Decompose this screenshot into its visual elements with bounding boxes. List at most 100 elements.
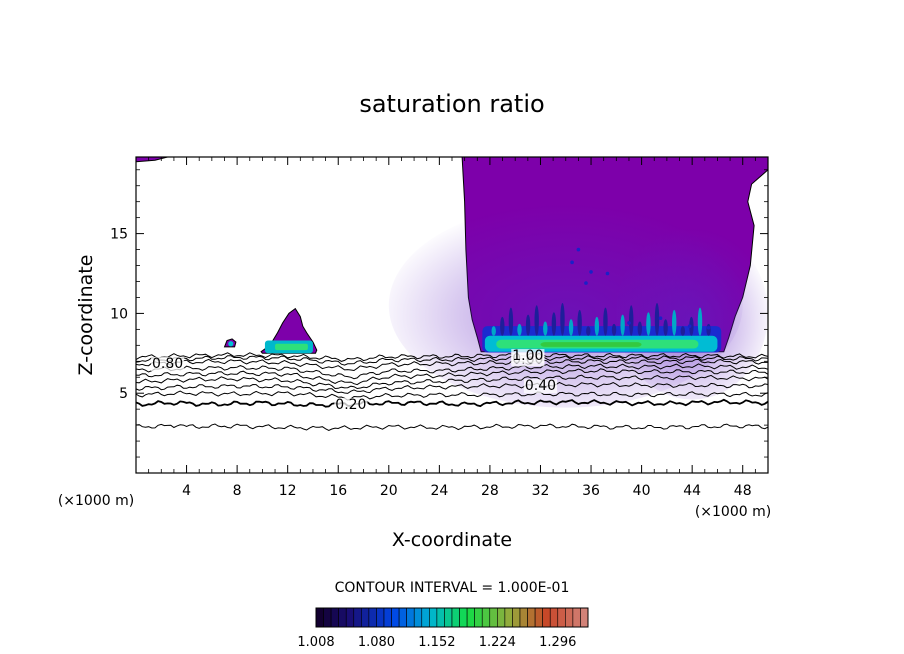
plot-area xyxy=(136,157,768,431)
cloud-spike xyxy=(534,305,539,336)
contour-line-0.6 xyxy=(136,368,768,386)
colorbar-band xyxy=(345,607,355,628)
y-axis-ticks: 5 10 15 xyxy=(110,169,768,458)
x-axis-label: X-coordinate xyxy=(392,529,512,551)
colorbar-band xyxy=(504,607,513,628)
cloud-spike xyxy=(586,326,591,336)
contour-line-0.7 xyxy=(136,363,768,380)
contour-label-bg xyxy=(334,397,368,412)
contour-line-0.4 xyxy=(136,381,768,394)
x-axis-ticks: 4 8 12 16 20 24 28 32 36 40 44 48 xyxy=(148,157,769,499)
colorbar-band xyxy=(466,607,475,628)
contour-label-0.2: 0.20 xyxy=(335,397,366,413)
contour-line-0.3 xyxy=(136,390,768,401)
x-tick-label: 12 xyxy=(279,483,297,499)
colorbar-band xyxy=(315,607,324,628)
colorbar-band xyxy=(429,607,438,628)
colorbar-band xyxy=(527,607,536,628)
tiny-cloud-core xyxy=(228,341,234,347)
colorbar-band xyxy=(361,607,370,628)
colorbar-band xyxy=(459,607,468,628)
colorbar-band xyxy=(580,607,589,628)
colorbar-band xyxy=(421,607,430,628)
x-tick-label: 40 xyxy=(633,483,651,499)
contour-line-1 xyxy=(136,352,768,362)
contour-label-0.4: 0.40 xyxy=(525,378,556,394)
colorbar-band xyxy=(451,607,460,628)
cloud-spike xyxy=(706,323,711,336)
colorbar-band xyxy=(353,607,362,628)
colorbar-band xyxy=(549,607,559,628)
contour-line-0.8 xyxy=(136,358,768,372)
colorbar-band xyxy=(444,607,453,628)
cloud-spike xyxy=(637,321,643,336)
cloud-spike xyxy=(568,319,574,336)
colorbar-band xyxy=(474,607,483,628)
colorbar-band xyxy=(572,607,581,628)
x-tick-label: 48 xyxy=(734,483,752,499)
y-axis-label: Z-coordinate xyxy=(75,255,97,376)
x-tick-label: 4 xyxy=(182,483,191,499)
colorbar-band xyxy=(376,607,385,628)
cloud-interior-shading xyxy=(228,203,768,408)
colorbar-band xyxy=(338,607,347,628)
x-tick-label: 20 xyxy=(380,483,398,499)
cloud-spike xyxy=(491,326,496,336)
y-axis-unit: (×1000 m) xyxy=(58,493,134,509)
chart-title: saturation ratio xyxy=(359,90,544,118)
cloud-spike xyxy=(603,307,608,336)
colorbar-band xyxy=(406,607,415,628)
contour-labels: 0.200.400.800.601.00 xyxy=(151,348,558,413)
cloud-spike xyxy=(551,312,557,336)
x-tick-label: 44 xyxy=(683,483,701,499)
cloud-spike xyxy=(560,302,565,336)
colorbar-band xyxy=(323,607,332,628)
cloud-cell xyxy=(576,247,581,252)
colorbar-band xyxy=(497,607,506,628)
cloud-cell xyxy=(584,281,588,285)
colorbar-tick-labels: 1.008 1.080 1.152 1.224 1.296 xyxy=(297,635,576,650)
cloud-cell xyxy=(658,316,663,320)
contour-line-0.5 xyxy=(136,374,768,390)
cloud-spike xyxy=(697,307,703,336)
cloud-spike xyxy=(525,314,531,336)
contour-label-0.8: 0.80 xyxy=(152,356,183,372)
y-tick-label: 5 xyxy=(119,386,128,402)
cloud-spike xyxy=(654,302,660,336)
colorbar-tick-label: 1.152 xyxy=(418,635,455,650)
cloud-cell xyxy=(627,321,631,325)
colorbar-frame xyxy=(315,607,589,628)
cloud-cell xyxy=(706,325,711,330)
colorbar-tick-label: 1.008 xyxy=(297,635,334,650)
contour-line-0.2 xyxy=(136,398,768,408)
colorbar-band xyxy=(512,607,521,628)
colorbar-band xyxy=(542,607,551,628)
colorbar-tick-label: 1.224 xyxy=(479,635,516,650)
contour-label-bg xyxy=(523,379,558,394)
colorbar xyxy=(315,607,589,628)
colorbar-band xyxy=(398,607,407,628)
cloud-spike xyxy=(680,326,686,336)
x-tick-label: 32 xyxy=(532,483,550,499)
contour-label-1: 1.00 xyxy=(512,348,543,364)
x-tick-label: 16 xyxy=(329,483,347,499)
cloud-spike xyxy=(517,323,522,336)
x-axis-unit: (×1000 m) xyxy=(695,504,771,520)
colorbar-band xyxy=(519,607,528,628)
y-tick-label: 10 xyxy=(110,306,128,322)
cloud-base-band-3 xyxy=(540,342,642,347)
contour-interval-text: CONTOUR INTERVAL = 1.000E-01 xyxy=(335,580,570,596)
colorbar-band xyxy=(534,607,543,628)
contour-label-bg xyxy=(151,356,185,371)
colorbar-band xyxy=(436,607,445,628)
cloud-spike xyxy=(500,316,505,336)
colorbar-band xyxy=(368,607,377,628)
cloud-spike xyxy=(508,307,514,336)
cloud-spike xyxy=(646,312,651,336)
cloud-spike xyxy=(594,316,600,336)
colorbar-band xyxy=(391,607,400,628)
colorbar-band xyxy=(565,607,574,628)
cloud-spike xyxy=(672,309,677,336)
cloud-cell xyxy=(589,270,593,274)
